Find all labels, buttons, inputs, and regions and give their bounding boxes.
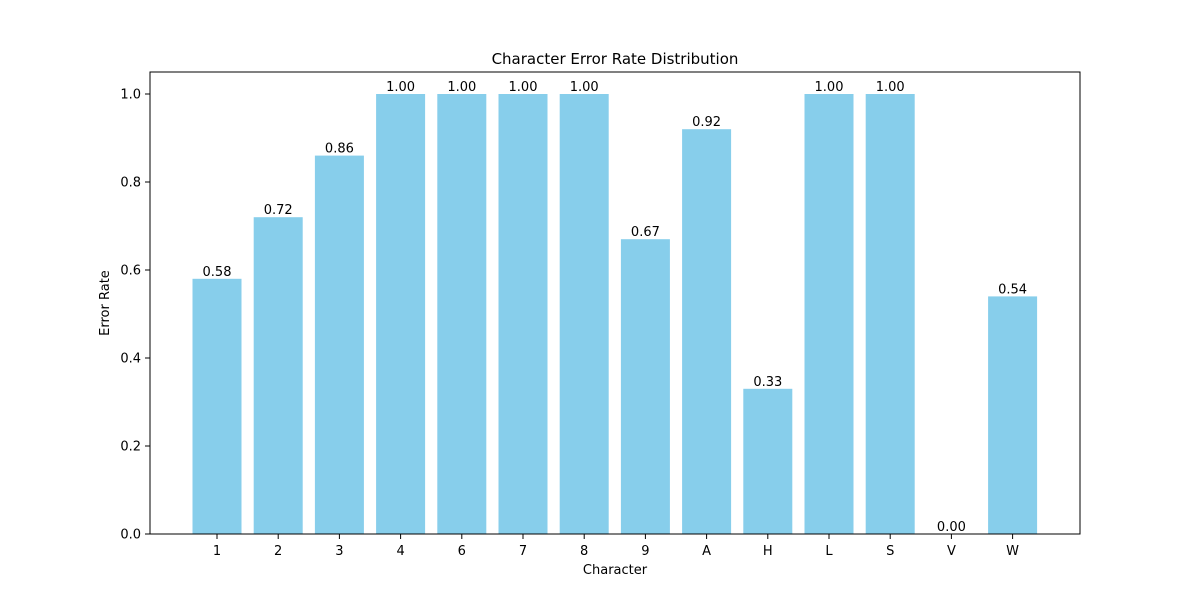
bars-layer xyxy=(192,94,1038,534)
x-tick-label-9: 9 xyxy=(641,544,649,559)
value-label-9: 0.67 xyxy=(631,225,660,240)
x-tick-label-8: 8 xyxy=(580,544,588,559)
plot-frame xyxy=(149,71,1081,535)
x-tick-label-V: V xyxy=(947,544,956,559)
bar-6 xyxy=(437,94,487,534)
value-label-1: 0.58 xyxy=(203,265,232,280)
bar-W xyxy=(988,296,1038,534)
y-tick-label-4: 0.8 xyxy=(120,176,141,191)
x-tick-label-A: A xyxy=(702,544,711,559)
y-tick-label-3: 0.6 xyxy=(120,264,141,279)
x-tick-label-6: 6 xyxy=(458,544,466,559)
value-label-L: 1.00 xyxy=(815,80,844,95)
x-tick-label-H: H xyxy=(763,544,773,559)
value-label-8: 1.00 xyxy=(570,80,599,95)
bar-8 xyxy=(559,94,609,534)
x-tick-label-7: 7 xyxy=(519,544,527,559)
x-axis: 1 2 3 4 6 7 8 9 A H L S V W xyxy=(213,534,1019,559)
value-label-7: 1.00 xyxy=(509,80,538,95)
bar-1 xyxy=(192,278,242,534)
x-tick-label-4: 4 xyxy=(396,544,404,559)
bar-L xyxy=(804,94,854,534)
y-axis: 0.0 0.2 0.4 0.6 0.8 1.0 xyxy=(120,88,150,543)
value-label-H: 0.33 xyxy=(753,375,782,390)
value-label-3: 0.86 xyxy=(325,142,354,157)
bar-A xyxy=(682,129,732,534)
bar-4 xyxy=(376,94,426,534)
value-label-A: 0.92 xyxy=(692,115,721,130)
x-tick-label-S: S xyxy=(886,544,894,559)
y-axis-label: Error Rate xyxy=(98,270,113,336)
value-label-S: 1.00 xyxy=(876,80,905,95)
y-tick-label-1: 0.2 xyxy=(120,440,141,455)
x-axis-label: Character xyxy=(583,563,648,578)
x-tick-label-2: 2 xyxy=(274,544,282,559)
x-tick-label-L: L xyxy=(825,544,833,559)
bar-2 xyxy=(253,217,303,534)
bar-9 xyxy=(620,239,670,534)
y-tick-label-5: 1.0 xyxy=(120,88,141,103)
value-label-W: 0.54 xyxy=(998,282,1027,297)
bar-7 xyxy=(498,94,548,534)
value-labels-layer: 0.58 0.72 0.86 1.00 1.00 1.00 1.00 0.67 0.92 0.33… xyxy=(203,80,1028,535)
x-tick-label-1: 1 xyxy=(213,544,221,559)
value-label-4: 1.00 xyxy=(386,80,415,95)
value-label-2: 0.72 xyxy=(264,203,293,218)
y-tick-label-2: 0.4 xyxy=(120,352,141,367)
bar-3 xyxy=(314,155,364,534)
x-tick-label-3: 3 xyxy=(335,544,343,559)
value-label-V: 0.00 xyxy=(937,520,966,535)
chart-title: Character Error Rate Distribution xyxy=(492,50,739,68)
value-label-6: 1.00 xyxy=(447,80,476,95)
bar-S xyxy=(865,94,915,534)
bar-H xyxy=(743,388,793,534)
x-tick-label-W: W xyxy=(1006,544,1019,559)
y-tick-label-0: 0.0 xyxy=(120,528,141,543)
